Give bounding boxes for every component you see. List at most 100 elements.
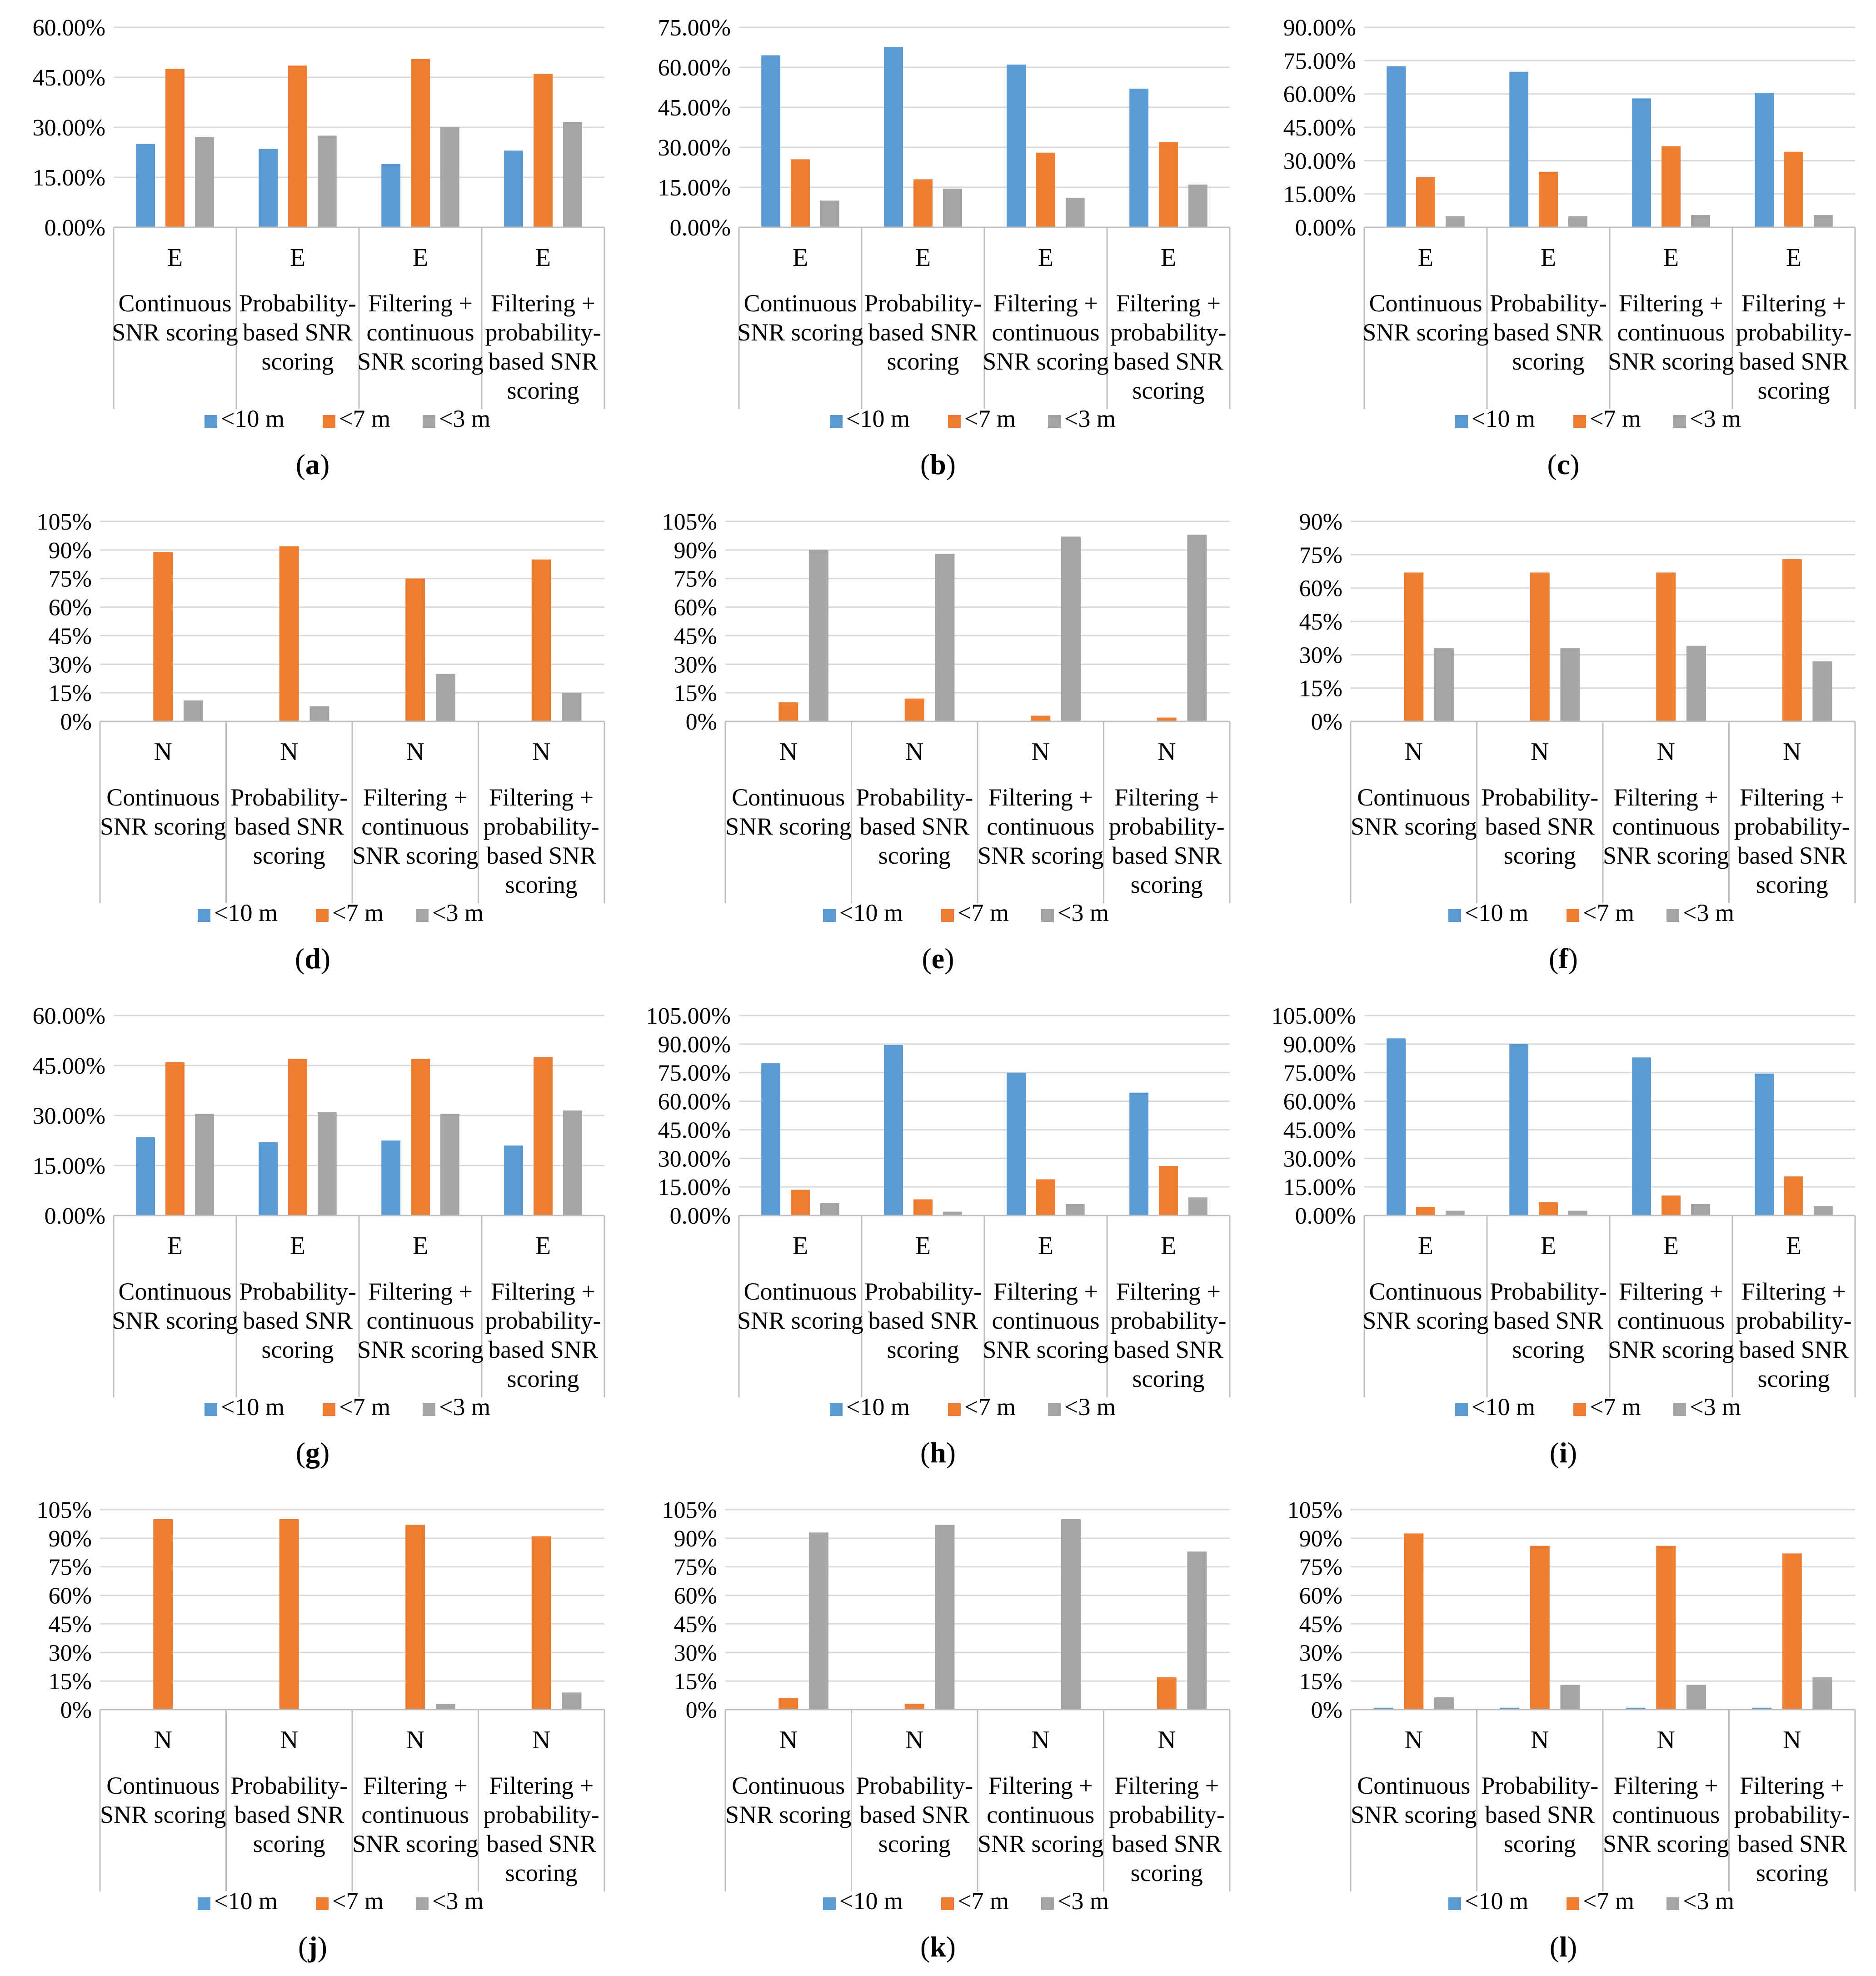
legend-swatch — [1455, 415, 1468, 428]
legend-swatch — [830, 415, 843, 428]
legend-label: <10 m — [221, 1393, 284, 1421]
y-tick-label: 45.00% — [33, 1053, 105, 1079]
category-label: Filtering + — [368, 1278, 473, 1305]
category-label: Continuous — [118, 290, 231, 317]
category-label: scoring — [253, 1830, 325, 1857]
y-tick-label: 60.00% — [33, 15, 105, 41]
y-tick-label: 45% — [674, 1611, 717, 1637]
bar-e-s1-c0 — [778, 702, 798, 721]
category-label: Probability- — [1481, 784, 1598, 811]
category-label: Probability- — [856, 1772, 973, 1799]
category-label: continuous — [361, 813, 469, 840]
y-tick-label: 0.00% — [45, 1203, 105, 1229]
legend-label: <7 m — [964, 405, 1016, 432]
category-label: Filtering + — [1614, 784, 1718, 811]
y-tick-label: 45.00% — [1283, 1117, 1356, 1143]
group-label: E — [1038, 244, 1053, 272]
category-label: based SNR — [1113, 348, 1223, 375]
legend-swatch — [423, 1403, 435, 1416]
panel-caption: (b) — [920, 448, 956, 480]
y-tick-label: 45% — [49, 1611, 92, 1637]
bar-e-s1-c3 — [1157, 717, 1177, 721]
legend-label: <3 m — [1690, 1393, 1741, 1421]
category-label: SNR scoring — [1351, 813, 1477, 840]
group-label: E — [1541, 244, 1556, 272]
legend-swatch — [323, 1403, 335, 1416]
panel-letter: g — [305, 1436, 320, 1469]
bar-b-s2-c0 — [820, 200, 839, 227]
legend-swatch — [1041, 1897, 1054, 1910]
category-label: scoring — [505, 1859, 578, 1886]
category-label: continuous — [992, 1307, 1100, 1334]
legend-label: <10 m — [839, 1887, 903, 1915]
category-label: continuous — [367, 319, 474, 346]
legend-swatch — [1567, 1897, 1579, 1910]
chart-panel-c: 0.00% 15.00% 30.00% 45.00% 60.00% 75.00% 90.00… — [1251, 0, 1876, 494]
bar-f-s1-c3 — [1782, 559, 1802, 721]
bar-k-s2-c1 — [935, 1525, 955, 1710]
bar-k-s2-c2 — [1061, 1519, 1081, 1710]
y-tick-label: 90.00% — [1283, 15, 1356, 41]
legend-label: <10 m — [1465, 1887, 1528, 1915]
bar-f-s2-c2 — [1686, 645, 1706, 721]
panel-caption: (l) — [1549, 1931, 1577, 1963]
y-tick-label: 30% — [49, 1640, 92, 1666]
bar-c-s1-c1 — [1539, 171, 1558, 227]
bar-a-s1-c2 — [411, 59, 430, 227]
y-tick-label: 15% — [49, 1669, 92, 1695]
category-label: scoring — [1133, 1365, 1205, 1392]
category-label: Probability- — [239, 1278, 356, 1305]
category-label: based SNR — [1112, 842, 1222, 869]
category-label: scoring — [1504, 1830, 1576, 1857]
y-tick-label: 30.00% — [1283, 148, 1356, 174]
bar-h-s0-c3 — [1129, 1092, 1149, 1216]
y-tick-label: 0.00% — [1295, 215, 1356, 241]
category-label: probability- — [484, 1801, 599, 1828]
legend-swatch — [948, 415, 961, 428]
legend-swatch — [316, 1897, 329, 1910]
bar-c-s1-c2 — [1661, 146, 1681, 227]
legend-swatch — [1448, 1897, 1461, 1910]
category-label: based SNR — [243, 1307, 353, 1334]
category-label: scoring — [1756, 1859, 1828, 1886]
bar-k-s1-c1 — [904, 1704, 924, 1710]
bar-a-s2-c1 — [317, 135, 337, 227]
panel-caption: (d) — [294, 942, 331, 975]
bar-l-s0-c3 — [1752, 1707, 1772, 1710]
bar-d-s1-c2 — [405, 578, 425, 721]
category-label: Filtering + — [1740, 784, 1844, 811]
y-tick-label: 15.00% — [658, 1175, 731, 1201]
category-label: SNR scoring — [983, 348, 1109, 375]
bar-f-s2-c3 — [1812, 661, 1832, 721]
category-label: Probability- — [864, 1278, 982, 1305]
panel-caption: (c) — [1547, 448, 1580, 480]
category-label: Filtering + — [988, 784, 1093, 811]
bar-a-s1-c3 — [534, 74, 553, 227]
panel-caption: (f) — [1549, 942, 1578, 975]
legend-swatch — [823, 1897, 836, 1910]
bar-f-s2-c0 — [1434, 648, 1454, 721]
legend-label: <3 m — [432, 899, 484, 926]
group-label: N — [1158, 1726, 1176, 1754]
group-label: N — [406, 1726, 424, 1754]
category-label: Probability- — [1481, 1772, 1598, 1799]
panel-caption: (i) — [1549, 1436, 1577, 1469]
category-label: probability- — [1109, 813, 1225, 840]
bar-a-s0-c3 — [504, 150, 524, 227]
group-label: N — [905, 738, 923, 766]
group-label: N — [1158, 738, 1176, 766]
legend-swatch — [1666, 1897, 1679, 1910]
legend-label: <7 m — [964, 1393, 1016, 1421]
group-label: E — [413, 244, 428, 272]
y-tick-label: 75.00% — [658, 1061, 731, 1086]
chart-panel-h: 0.00% 15.00% 30.00% 45.00% 60.00% 75.00% 90.00… — [625, 988, 1251, 1482]
bar-i-s0-c0 — [1387, 1038, 1406, 1216]
category-label: probability- — [1736, 319, 1852, 346]
y-tick-label: 30.00% — [1283, 1146, 1356, 1172]
bar-g-s0-c2 — [381, 1141, 401, 1216]
y-tick-label: 15% — [49, 680, 92, 706]
legend-label: <7 m — [958, 1887, 1009, 1915]
group-label: E — [1161, 244, 1176, 272]
category-label: Filtering + — [491, 290, 595, 317]
